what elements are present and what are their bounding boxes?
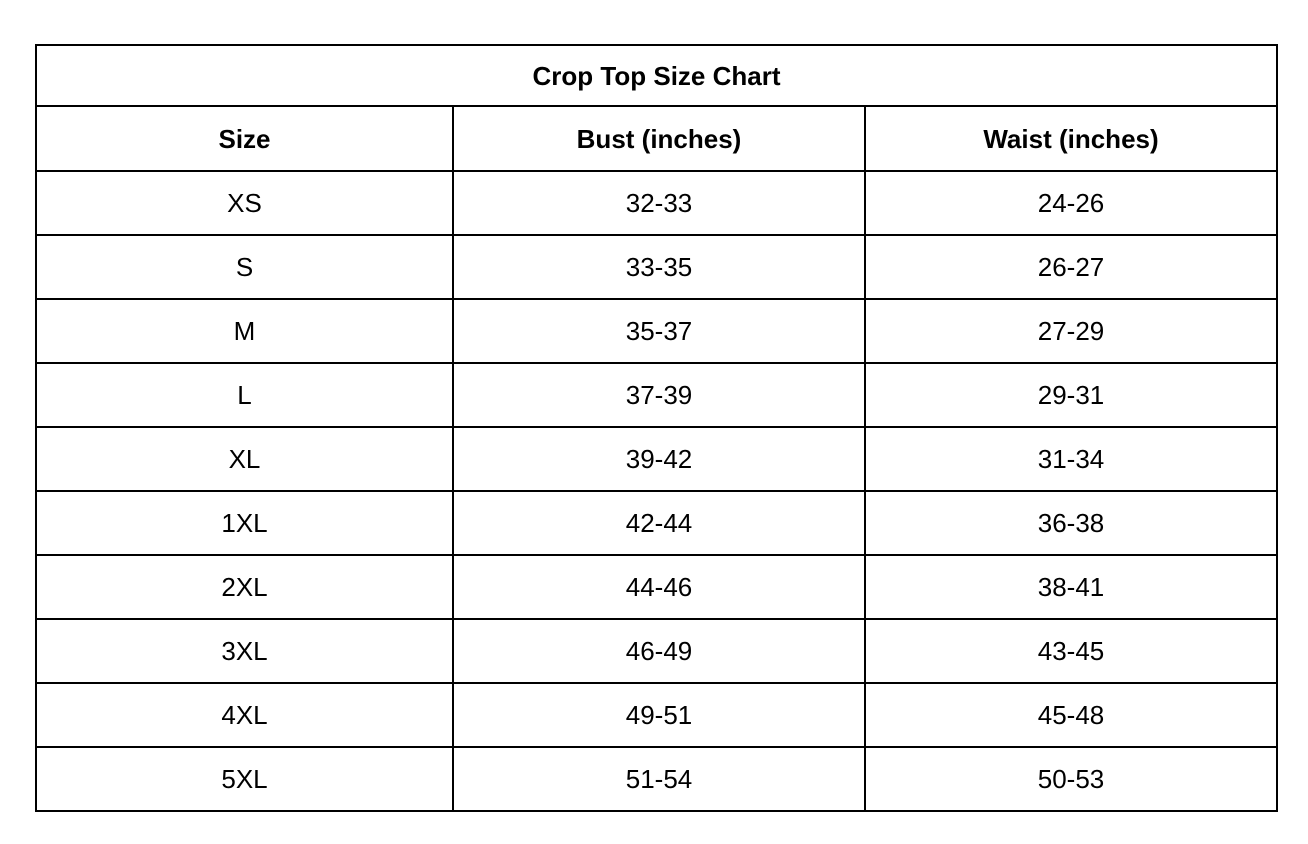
bust-cell: 51-54 xyxy=(452,746,866,812)
size-cell: XS xyxy=(35,170,454,236)
bust-cell: 37-39 xyxy=(452,362,866,428)
column-header-waist: Waist (inches) xyxy=(863,105,1279,172)
table-row: XS 32-33 24-26 xyxy=(35,170,1279,236)
size-cell: 3XL xyxy=(35,618,454,684)
size-cell: L xyxy=(35,362,454,428)
waist-cell: 38-41 xyxy=(863,554,1279,620)
waist-cell: 43-45 xyxy=(863,618,1279,684)
waist-cell: 31-34 xyxy=(863,426,1279,492)
table-row: L 37-39 29-31 xyxy=(35,362,1279,428)
table-row: 2XL 44-46 38-41 xyxy=(35,554,1279,620)
bust-cell: 33-35 xyxy=(452,234,866,300)
size-cell: M xyxy=(35,298,454,364)
bust-cell: 49-51 xyxy=(452,682,866,748)
waist-cell: 45-48 xyxy=(863,682,1279,748)
waist-cell: 29-31 xyxy=(863,362,1279,428)
size-cell: 4XL xyxy=(35,682,454,748)
size-chart-table: Crop Top Size Chart Size Bust (inches) W… xyxy=(34,44,1279,812)
column-header-size: Size xyxy=(35,105,454,172)
waist-cell: 27-29 xyxy=(863,298,1279,364)
waist-cell: 26-27 xyxy=(863,234,1279,300)
title-row: Crop Top Size Chart xyxy=(34,44,1279,107)
table-row: 4XL 49-51 45-48 xyxy=(35,682,1279,748)
header-row: Size Bust (inches) Waist (inches) xyxy=(35,105,1279,172)
table-row: XL 39-42 31-34 xyxy=(35,426,1279,492)
table-row: S 33-35 26-27 xyxy=(35,234,1279,300)
size-cell: XL xyxy=(35,426,454,492)
size-cell: 5XL xyxy=(35,746,454,812)
waist-cell: 24-26 xyxy=(863,170,1279,236)
table-row: 1XL 42-44 36-38 xyxy=(35,490,1279,556)
column-header-bust: Bust (inches) xyxy=(452,105,866,172)
bust-cell: 32-33 xyxy=(452,170,866,236)
table-row: 3XL 46-49 43-45 xyxy=(35,618,1279,684)
waist-cell: 50-53 xyxy=(863,746,1279,812)
bust-cell: 42-44 xyxy=(452,490,866,556)
waist-cell: 36-38 xyxy=(863,490,1279,556)
bust-cell: 44-46 xyxy=(452,554,866,620)
size-cell: 2XL xyxy=(35,554,454,620)
table-body: XS 32-33 24-26 S 33-35 26-27 M 35-37 27-… xyxy=(35,170,1279,812)
bust-cell: 35-37 xyxy=(452,298,866,364)
bust-cell: 46-49 xyxy=(452,618,866,684)
table-title: Crop Top Size Chart xyxy=(34,44,1279,107)
size-cell: S xyxy=(35,234,454,300)
table-row: M 35-37 27-29 xyxy=(35,298,1279,364)
bust-cell: 39-42 xyxy=(452,426,866,492)
table-row: 5XL 51-54 50-53 xyxy=(35,746,1279,812)
size-cell: 1XL xyxy=(35,490,454,556)
